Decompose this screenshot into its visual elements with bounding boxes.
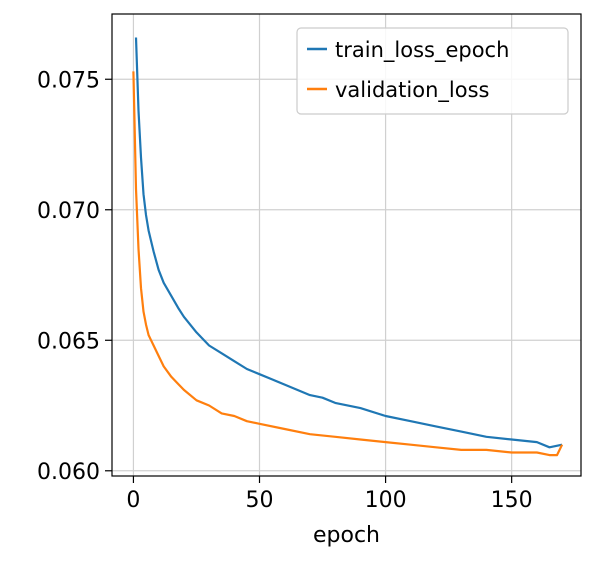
- legend-label: train_loss_epoch: [335, 38, 509, 63]
- legend-label: validation_loss: [335, 78, 489, 103]
- plot-frame: [111, 13, 582, 477]
- y-tick-label: 0.065: [37, 329, 100, 354]
- legend: train_loss_epoch validation_loss: [296, 27, 569, 115]
- x-tick-label: 100: [365, 488, 407, 513]
- x-tick-label: 0: [126, 488, 140, 513]
- y-tick-label: 0.070: [37, 199, 100, 224]
- x-axis-label: epoch: [313, 523, 380, 548]
- series-line-2: [132, 71, 564, 457]
- legend-box: [296, 27, 569, 115]
- x-tick-label: 50: [246, 488, 274, 513]
- y-tick-label: 0.075: [37, 68, 100, 93]
- plot-series: [132, 37, 564, 457]
- y-tick-label: 0.060: [37, 460, 100, 485]
- series-line-1: [134, 37, 563, 449]
- axis-ticks: 0 50 100 150 0.060 0.065 0.070 0.075: [37, 68, 533, 513]
- x-tick-label: 150: [491, 488, 533, 513]
